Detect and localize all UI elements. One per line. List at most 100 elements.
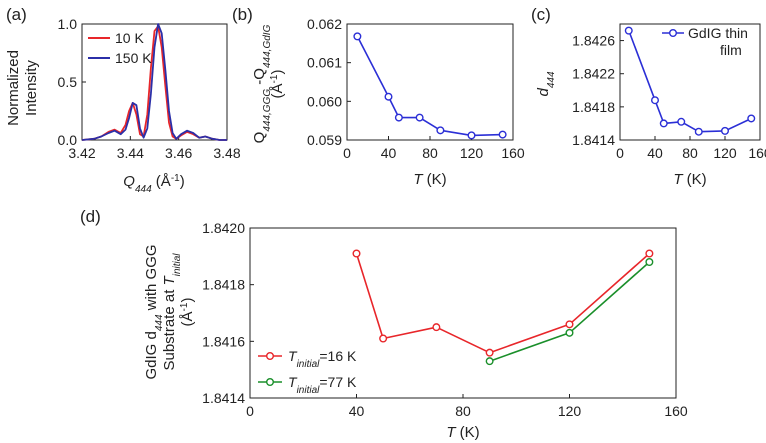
panel-c-xtick-label: 40 <box>647 145 663 161</box>
panel-c-point <box>659 119 668 128</box>
panel-a-xtick-label: 3.44 <box>117 145 144 161</box>
panel-b-point <box>384 92 393 101</box>
panel-b-label: (b) <box>232 5 253 24</box>
panel-c-legend-entry: GdIG thin <box>688 25 748 41</box>
panel-a-label: (a) <box>6 5 27 24</box>
panel-c-xtick-label: 160 <box>748 145 766 161</box>
panel-b-xlabel: T (K) <box>413 171 446 188</box>
panel-d-point <box>645 249 654 258</box>
panel-c-marks: 0 40 80 120 160 1.8414 1.8418 1.8422 1.8426 GdIG … <box>572 25 766 161</box>
panel-a-xlabel: Q444 (Å-1) <box>123 173 184 195</box>
panel-b-series-line <box>356 36 503 137</box>
panel-a-legend-entry: 150 K <box>115 50 152 66</box>
panel-c-point <box>747 114 756 123</box>
panel-d-xtick-label: 80 <box>455 403 471 419</box>
panel-a-ytick-label: 0.5 <box>58 74 78 90</box>
panel-d-xlabel: T (K) <box>446 424 479 441</box>
panel-d-ytick-label: 1.8416 <box>202 333 245 349</box>
panel-b-point <box>353 32 362 41</box>
panel-d-frame <box>249 227 677 399</box>
panel-a-ytick-label: 0.0 <box>58 132 78 148</box>
panel-d-ylabel-line1: GdIG d444 with GGG <box>143 244 165 379</box>
panel-d-xtick-label: 120 <box>558 403 582 419</box>
panel-b-xtick-label: 80 <box>422 145 438 161</box>
panel-b-frame <box>346 23 514 141</box>
panel-d-ytick-label: 1.8420 <box>202 220 245 236</box>
panel-d-ylabel-line2: Substrate at Tinitial <box>161 253 183 371</box>
panel-d-marks: 0 40 80 120 160 1.8414 1.8416 1.8418 1.8420 Tinit… <box>202 220 688 419</box>
panel-b-marks: 0 40 80 120 160 0.059 0.060 0.061 0.062 <box>307 16 525 161</box>
panel-a-series-line <box>81 23 227 141</box>
panel-a-ytick-label: 1.0 <box>58 16 78 32</box>
panel-d-point <box>565 320 574 329</box>
panel-c-legend-marker <box>669 29 678 38</box>
panel-c-ylabel: d444 <box>535 71 557 96</box>
panel-d-ytick-label: 1.8418 <box>202 277 245 293</box>
panel-a-legend-entry: 10 K <box>115 30 144 46</box>
panel-b-ytick-label: 0.060 <box>307 93 342 109</box>
panel-d-ylabel-line3: (Å-1) <box>179 298 197 327</box>
panel-d-ylabel: GdIG d444 with GGG Substrate at Tinitial… <box>143 244 196 379</box>
panel-b-point <box>467 131 476 140</box>
panel-c-legend-entry: film <box>720 42 742 58</box>
panel-d-point <box>485 348 494 357</box>
panel-b-point <box>394 113 403 122</box>
panel-c-point <box>721 126 730 135</box>
panel-c-point <box>651 96 660 105</box>
panel-c-point <box>677 117 686 126</box>
panel-d-point <box>645 258 654 267</box>
panel-d-point <box>432 323 441 332</box>
panel-b-xtick-label: 160 <box>501 145 525 161</box>
panel-a-marks: 3.42 3.44 3.46 3.48 0.0 0.5 1.0 10 K 150 K <box>58 16 241 161</box>
panel-c-ytick-label: 1.8414 <box>572 132 615 148</box>
panel-b-ylabel-line1: Q444,GGG -Q444,GdIG <box>251 24 273 143</box>
panel-d-xtick-label: 160 <box>664 403 688 419</box>
panel-d-point <box>352 249 361 258</box>
panel-c-xtick-label: 0 <box>616 145 624 161</box>
panel-b-xtick-label: 40 <box>381 145 397 161</box>
panel-d-point <box>379 334 388 343</box>
panel-c: (c) d444 0 40 80 120 160 1.8414 1.8418 1.8422 1.… <box>531 5 766 188</box>
panel-d-ytick-label: 1.8414 <box>202 390 245 406</box>
panel-b-ylabel: Q444,GGG -Q444,GdIG (Å-1) <box>251 24 286 143</box>
panel-a-xtick-label: 3.48 <box>213 145 240 161</box>
panel-d-series-line <box>355 252 650 354</box>
panel-b-point <box>415 113 424 122</box>
panel-d-xtick-label: 40 <box>349 403 365 419</box>
panel-d-series-line <box>489 261 650 362</box>
panel-a-xtick-label: 3.46 <box>165 145 192 161</box>
panel-c-xtick-label: 120 <box>713 145 737 161</box>
panel-b-point <box>498 130 507 139</box>
panel-a: (a) Normalized Intensity 3.42 3.44 3.46 3.4… <box>5 5 241 195</box>
panel-a-ylabel: Normalized Intensity <box>5 50 40 126</box>
panel-c-ytick-label: 1.8426 <box>572 33 615 49</box>
panel-c-xtick-label: 80 <box>682 145 698 161</box>
panel-b-ytick-label: 0.062 <box>307 16 342 32</box>
panel-a-xtick-label: 3.42 <box>68 145 95 161</box>
panel-b-ytick-label: 0.059 <box>307 132 342 148</box>
panel-c-ytick-label: 1.8418 <box>572 99 615 115</box>
panel-d-legend-marker <box>266 352 275 361</box>
panel-d-label: (d) <box>80 207 101 226</box>
panel-b: (b) Q444,GGG -Q444,GdIG (Å-1) 0 40 80 120 16… <box>232 5 525 188</box>
panel-d-point <box>565 328 574 337</box>
panel-d-xtick-label: 0 <box>246 403 254 419</box>
panel-c-xlabel: T (K) <box>673 171 706 188</box>
panel-b-xtick-label: 0 <box>343 145 351 161</box>
panel-d-legend-entry: Tinitial=16 K <box>288 348 357 370</box>
panel-a-ylabel-line2: Intensity <box>23 60 40 116</box>
panel-c-point <box>694 127 703 136</box>
panel-c-label: (c) <box>531 5 551 24</box>
panel-b-ytick-label: 0.061 <box>307 55 342 71</box>
panel-d-point <box>485 357 494 366</box>
panel-c-point <box>624 26 633 35</box>
panel-b-point <box>436 126 445 135</box>
panel-d: (d) GdIG d444 with GGG Substrate at Tini… <box>80 207 688 441</box>
panel-a-ylabel-line1: Normalized <box>5 50 22 126</box>
panel-d-legend-entry: Tinitial=77 K <box>288 374 357 396</box>
panel-b-xtick-label: 120 <box>460 145 484 161</box>
panel-d-legend-marker <box>266 378 275 387</box>
panel-b-ylabel-line2: (Å-1) <box>269 70 287 99</box>
panel-c-ytick-label: 1.8422 <box>572 66 615 82</box>
